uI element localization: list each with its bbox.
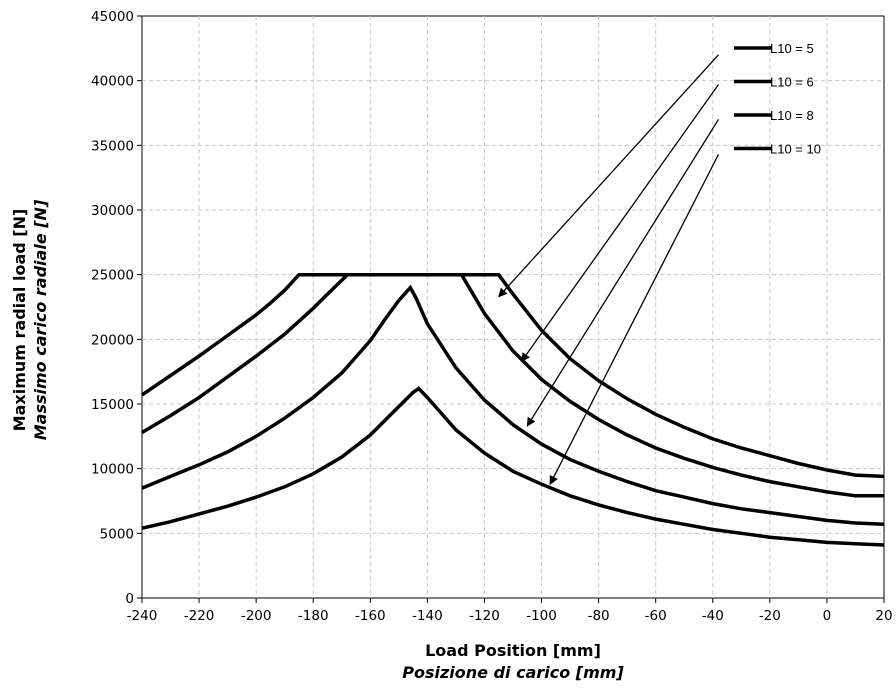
x-axis-title: Load Position [mm] [425,641,601,660]
y-axis-title-secondary: Massimo carico radiale [N] [31,199,50,440]
y-tick-label: 25000 [91,268,134,284]
x-tick-label: 20 [875,608,892,624]
series-line-2 [141,272,884,498]
legend-label: L10 = 6 [770,75,814,90]
annotation-arrow-2 [521,84,720,363]
annotation-arrow-4 [549,154,720,485]
x-tick-label: -220 [184,608,215,624]
series-line-3 [141,284,885,527]
legend-label: L10 = 5 [770,41,814,56]
y-tick-label: 45000 [91,9,134,25]
x-tick-label: -160 [355,608,386,624]
x-tick-label: -240 [127,608,158,624]
y-tick-labels: 0 5000 10000 15000 20000 25000 30000 35000 40000… [91,9,142,607]
annotation-arrow-1 [498,54,719,298]
x-axis-title-secondary: Posizione di carico [mm] [402,663,624,682]
x-tick-label: -60 [645,608,667,624]
y-tick-label: 15000 [91,397,134,413]
y-tick-label: 20000 [91,332,134,348]
plot-area [141,15,885,599]
x-tick-label: 0 [823,608,832,624]
y-tick-label: 30000 [91,203,134,219]
series-lines [141,272,885,547]
y-tick-label: 0 [125,591,134,607]
legend: L10 = 5 L10 = 6 L10 = 8 L10 = 10 [734,41,821,157]
x-tick-label: -120 [469,608,500,624]
x-tick-label: -180 [298,608,329,624]
x-tick-label: -80 [588,608,610,624]
y-axis-title: Maximum radial load [N] [10,209,29,432]
y-tick-label: 40000 [91,74,134,90]
series-line-1 [141,272,885,479]
annotation-arrows [498,54,720,485]
x-tick-label: -40 [702,608,724,624]
x-tick-label: -100 [526,608,557,624]
x-tick-labels: -240 -220 -200 -180 -160 -140 -120 -100 -80 -60 -4… [127,598,893,624]
y-tick-label: 35000 [91,138,134,154]
series-line-4 [141,386,885,547]
legend-label: L10 = 8 [770,108,814,123]
x-tick-label: -200 [241,608,272,624]
y-tick-label: 5000 [100,526,134,542]
legend-label: L10 = 10 [770,142,821,157]
x-tick-label: -20 [759,608,781,624]
annotation-arrow-3 [526,119,720,427]
x-tick-label: -140 [412,608,443,624]
y-tick-label: 10000 [91,462,134,478]
